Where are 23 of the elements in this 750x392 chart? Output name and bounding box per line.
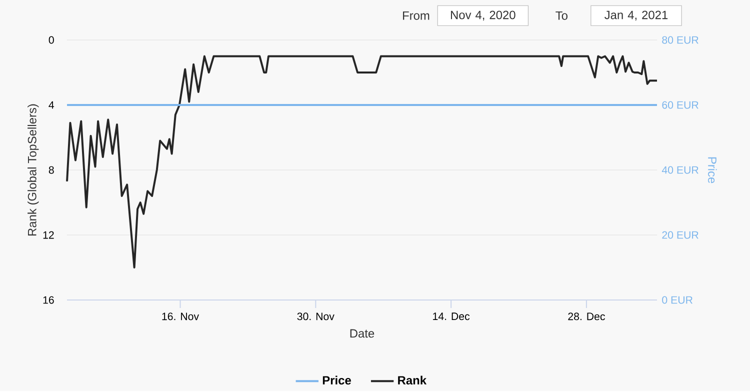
text: To (556, 12, 568, 20)
text: From (403, 12, 430, 20)
y2-axis-title: Price (708, 157, 717, 184)
y-tick-label: 8 (48, 166, 54, 174)
y-tick-label: 16 (43, 296, 54, 304)
x-axis-title: Date (350, 329, 374, 338)
x-tick-label: 30. Nov (297, 312, 334, 320)
y2-tick-label: 40 EUR (662, 166, 698, 174)
x-tick-label: 28. Dec (568, 312, 605, 320)
text: Jan 4, 2021 (604, 10, 668, 21)
y2-tick-label: 80 EUR (662, 36, 698, 44)
y-tick-label: 12 (43, 231, 54, 239)
y-axis-title: Rank (Global TopSellers) (28, 104, 39, 236)
y2-tick-label: 0 EUR (662, 296, 692, 304)
y-tick-label: 4 (48, 101, 54, 109)
legend-label: Rank (398, 376, 427, 385)
y-tick-label: 0 (48, 36, 54, 44)
legend-label: Price (322, 376, 351, 385)
x-tick-label: 16. Nov (162, 312, 199, 320)
y2-tick-label: 60 EUR (662, 101, 698, 109)
x-tick-label: 14. Dec (433, 312, 470, 320)
text: Nov 4, 2020 (450, 10, 516, 21)
y2-tick-label: 20 EUR (662, 231, 698, 239)
